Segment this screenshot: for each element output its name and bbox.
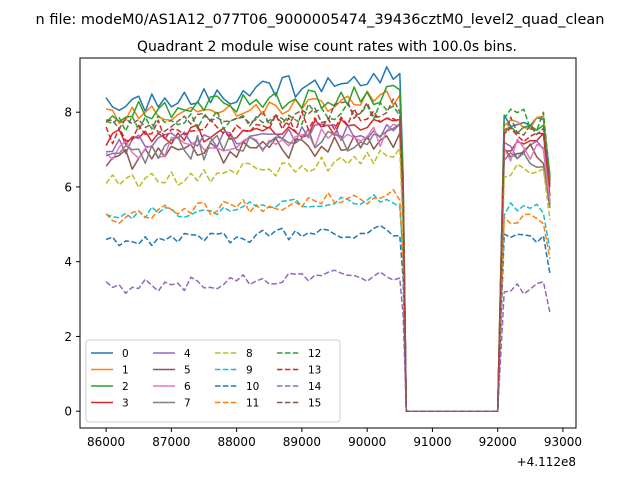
legend-label-7: 7 <box>184 398 191 410</box>
legend-box <box>85 339 341 423</box>
legend-label-3: 3 <box>122 398 129 410</box>
legend-label-1: 1 <box>122 365 129 377</box>
x-tick-label: 90000 <box>348 435 386 449</box>
legend-label-5: 5 <box>184 365 191 377</box>
series-line-14 <box>105 269 551 412</box>
plot-lines <box>105 66 551 412</box>
x-tick-label: 92000 <box>479 435 517 449</box>
legend-label-9: 9 <box>246 365 253 377</box>
legend-label-14: 14 <box>308 381 322 393</box>
legend-label-12: 12 <box>308 348 321 360</box>
legend-label-4: 4 <box>184 348 191 360</box>
legend-label-0: 0 <box>122 348 129 360</box>
legend-label-11: 11 <box>246 398 259 410</box>
y-tick-label: 6 <box>64 180 72 194</box>
x-tick-label: 89000 <box>283 435 321 449</box>
series-line-8 <box>105 147 551 412</box>
y-tick-label: 8 <box>64 106 72 120</box>
y-tick-label: 4 <box>64 255 72 269</box>
series-line-10 <box>105 224 551 412</box>
legend-label-10: 10 <box>246 381 259 393</box>
y-tick-label: 0 <box>64 405 72 419</box>
series-line-15 <box>106 98 551 412</box>
x-tick-label: 87000 <box>152 435 190 449</box>
x-tick-label: 93000 <box>544 435 582 449</box>
legend-label-8: 8 <box>246 348 253 360</box>
legend-label-6: 6 <box>184 381 191 393</box>
x-offset-label: +4.112e8 <box>517 455 576 469</box>
series-line-9 <box>105 194 551 412</box>
figure-suptitle: n file: modeM0/AS1A12_077T06_9000005474_… <box>36 12 605 28</box>
y-axis-ticks: 0 2 4 6 8 <box>64 106 80 419</box>
legend-label-13: 13 <box>308 365 321 377</box>
y-tick-label: 2 <box>64 330 72 344</box>
plot-frame <box>79 57 577 429</box>
x-tick-label: 91000 <box>413 435 451 449</box>
x-tick-label: 86000 <box>87 435 125 449</box>
legend-label-2: 2 <box>122 381 129 393</box>
x-tick-label: 88000 <box>218 435 256 449</box>
legend-label-15: 15 <box>308 398 321 410</box>
x-axis-ticks: 86000 87000 88000 89000 90000 91000 92000 93000 <box>87 428 582 449</box>
chart-title: Quadrant 2 module wise count rates with … <box>137 39 517 55</box>
